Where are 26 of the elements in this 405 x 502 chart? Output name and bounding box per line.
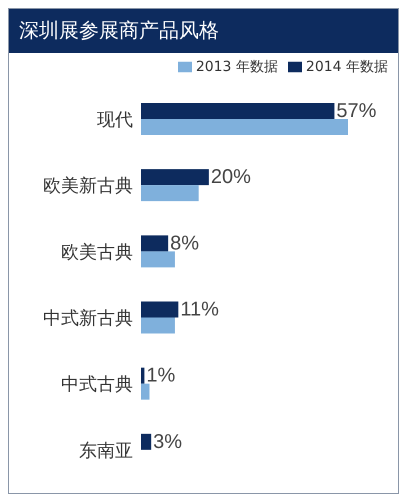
bar xyxy=(141,368,144,384)
data-label: 8% xyxy=(170,232,200,254)
data-label: 20% xyxy=(210,166,252,188)
data-label: 57% xyxy=(336,100,377,122)
bar xyxy=(141,185,199,202)
bar xyxy=(141,103,334,119)
y-tick-label: 欧美新古典 xyxy=(43,176,133,197)
y-tick-label: 东南亚 xyxy=(79,440,133,462)
bar xyxy=(141,434,152,450)
y-tick-label: 现代 xyxy=(97,109,133,130)
chart-title: 深圳展参展商产品风格 xyxy=(9,9,398,53)
bar xyxy=(141,384,150,400)
data-label: 11% xyxy=(180,298,220,320)
bar xyxy=(141,235,168,252)
bar xyxy=(141,318,175,334)
data-label: 1% xyxy=(146,364,176,387)
bar xyxy=(141,302,178,318)
y-tick-label: 中式古典 xyxy=(61,374,133,396)
data-label: 3% xyxy=(153,430,182,453)
legend-label: 2014 年数据 xyxy=(306,59,388,75)
bar xyxy=(141,169,209,186)
bar xyxy=(141,251,175,268)
y-tick-label: 欧美古典 xyxy=(61,242,133,263)
legend-label: 2013 年数据 xyxy=(196,59,278,75)
y-tick-label: 中式新古典 xyxy=(43,308,133,329)
bar xyxy=(141,119,348,135)
